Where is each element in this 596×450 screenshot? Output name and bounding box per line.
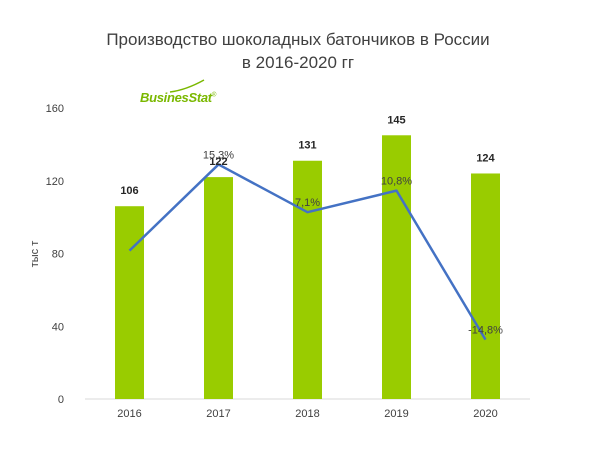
x-tick-label: 2018 [295,408,319,420]
growth-line [128,163,487,341]
bar [471,173,500,399]
bar-value-label: 124 [476,152,495,164]
axes-layer: 0 40 80 120 160 [46,103,530,406]
x-tick-label: 2020 [473,408,497,420]
y-tick-label: 80 [52,249,64,261]
chart-title-line-2: в 2016-2020 гг [241,53,355,72]
growth-label: 15,3% [203,149,234,161]
growth-label: 7,1% [295,197,320,209]
y-tick-label: 160 [46,103,64,115]
bar [204,177,233,399]
x-tick-label: 2017 [206,408,230,420]
x-tick-label: 2019 [384,408,408,420]
bar-value-label: 122 [209,156,227,168]
y-axis-label: тыс т [29,241,41,268]
bar [293,160,322,399]
bar [382,135,411,399]
labels-layer: 106 2016 122 2017 131 2018 145 2019 124 2020 15,3%… [117,114,503,420]
growth-label: -14,8% [468,325,503,337]
y-tick-label: 0 [58,394,64,406]
growth-line-layer [128,163,487,341]
bar-value-label: 131 [298,140,316,152]
growth-label: 10,8% [381,176,412,188]
logo-swoosh-icon [169,79,205,93]
y-tick-label: 40 [52,321,64,333]
businesstat-logo: BusinesStat® [140,90,216,105]
logo-text: BusinesStat [140,90,212,105]
bar [115,206,144,399]
logo-registered-mark: ® [211,92,216,99]
bars-layer [115,135,500,399]
x-tick-label: 2016 [117,408,141,420]
y-tick-label: 120 [46,176,64,188]
chart-title-line-1: Производство шоколадных батончиков в Рос… [106,30,490,49]
bar-value-label: 106 [120,185,138,197]
chart-title: Производство шоколадных батончиков в Рос… [0,28,596,74]
bar-value-label: 145 [387,114,405,126]
